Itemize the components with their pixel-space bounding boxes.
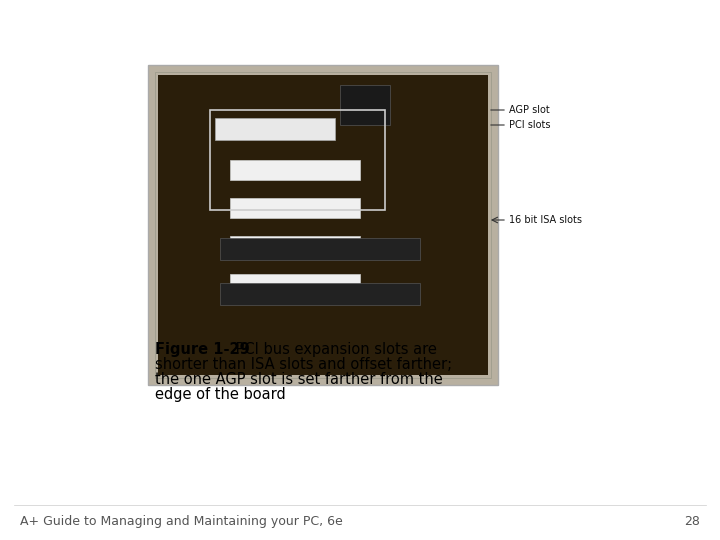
Bar bbox=[158, 75, 488, 375]
Bar bbox=[230, 198, 360, 218]
Bar bbox=[220, 238, 420, 260]
Text: shorter than ISA slots and offset farther;: shorter than ISA slots and offset farthe… bbox=[155, 357, 452, 372]
Text: AGP slot: AGP slot bbox=[509, 105, 550, 115]
Bar bbox=[220, 283, 420, 305]
Text: 28: 28 bbox=[684, 515, 700, 528]
Bar bbox=[230, 160, 360, 180]
Bar bbox=[215, 118, 335, 140]
Bar bbox=[155, 72, 491, 378]
Text: Figure 1-29: Figure 1-29 bbox=[155, 342, 250, 357]
Text: PCI slots: PCI slots bbox=[509, 120, 551, 130]
Text: 16 bit ISA slots: 16 bit ISA slots bbox=[509, 215, 582, 225]
Text: the one AGP slot is set farther from the: the one AGP slot is set farther from the bbox=[155, 372, 443, 387]
Bar bbox=[210, 110, 385, 210]
Bar bbox=[340, 85, 390, 125]
Bar bbox=[148, 65, 498, 385]
Text: A+ Guide to Managing and Maintaining your PC, 6e: A+ Guide to Managing and Maintaining you… bbox=[20, 515, 343, 528]
Bar bbox=[230, 274, 360, 294]
Text: PCI bus expansion slots are: PCI bus expansion slots are bbox=[231, 342, 437, 357]
Bar bbox=[230, 236, 360, 256]
Text: edge of the board: edge of the board bbox=[155, 387, 286, 402]
